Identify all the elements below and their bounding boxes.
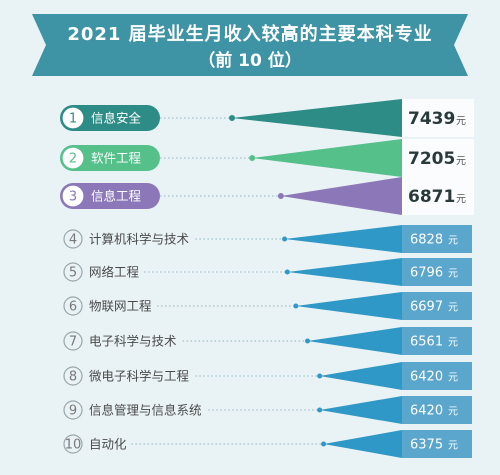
rank-badge <box>63 400 83 420</box>
rank-badge <box>63 262 83 282</box>
value-label: 6420 <box>410 370 443 385</box>
category-label: 信息安全 <box>91 111 142 126</box>
unit-label: 元 <box>448 303 458 314</box>
value-box <box>402 177 474 215</box>
value-label: 6871 <box>408 187 455 207</box>
unit-label: 元 <box>448 236 458 247</box>
value-box <box>402 292 472 320</box>
rank-badge <box>63 229 83 249</box>
value-box <box>402 430 472 458</box>
value-wedge <box>252 139 402 177</box>
category-label: 计算机科学与技术 <box>89 232 190 247</box>
rank-badge <box>61 146 85 170</box>
rank-badge <box>61 184 85 208</box>
value-box <box>402 258 472 286</box>
rank-number: 5 <box>69 266 77 281</box>
rank-badge <box>61 106 85 130</box>
unit-label: 元 <box>448 441 458 452</box>
rank-number: 9 <box>69 404 77 419</box>
value-wedge <box>323 430 402 458</box>
value-wedge <box>319 362 402 390</box>
value-wedge <box>280 177 402 215</box>
rank-badge <box>63 296 83 316</box>
title-banner <box>32 14 468 76</box>
rank-badge <box>63 366 83 386</box>
category-label: 电子科学与技术 <box>89 334 177 349</box>
unit-label: 元 <box>448 269 458 280</box>
value-box <box>402 396 472 424</box>
category-pill <box>60 183 160 209</box>
value-label: 6828 <box>410 233 443 248</box>
category-label: 微电子科学与工程 <box>89 369 190 384</box>
value-wedge <box>295 292 402 320</box>
rank-number: 6 <box>69 300 77 315</box>
value-label: 6420 <box>410 404 443 419</box>
value-label: 7205 <box>408 149 455 169</box>
rank-badge <box>63 331 83 351</box>
rank-number: 4 <box>69 233 77 248</box>
value-wedge <box>319 396 402 424</box>
unit-label: 元 <box>448 338 458 349</box>
rank-number: 8 <box>69 370 77 385</box>
value-box <box>402 99 474 137</box>
unit-label: 元 <box>448 373 458 384</box>
unit-label: 元 <box>456 116 466 127</box>
value-wedge <box>307 327 402 355</box>
value-label: 6561 <box>410 335 443 350</box>
rank-number: 7 <box>69 335 77 350</box>
value-label: 6697 <box>410 300 443 315</box>
unit-label: 元 <box>448 407 458 418</box>
value-box <box>402 362 472 390</box>
value-label: 6796 <box>410 266 443 281</box>
category-pill <box>60 105 160 131</box>
value-box <box>402 327 472 355</box>
rank-number: 3 <box>69 190 77 205</box>
value-wedge <box>284 225 402 253</box>
value-label: 6375 <box>410 438 443 453</box>
category-label: 信息管理与信息系统 <box>89 403 202 418</box>
category-label: 自动化 <box>89 437 127 452</box>
category-pill <box>60 145 160 171</box>
value-box <box>402 225 472 253</box>
rank-badge <box>63 434 83 454</box>
chart-subtitle: （前 10 位） <box>198 51 302 71</box>
value-wedge <box>287 258 402 286</box>
rank-number: 1 <box>69 112 77 127</box>
value-box <box>402 139 474 177</box>
category-label: 物联网工程 <box>89 299 152 314</box>
category-label: 网络工程 <box>89 265 140 280</box>
category-label: 信息工程 <box>91 189 142 204</box>
chart-title: 2021 届毕业生月收入较高的主要本科专业 <box>67 24 433 45</box>
category-label: 软件工程 <box>91 151 142 166</box>
unit-label: 元 <box>456 156 466 167</box>
value-label: 7439 <box>408 109 455 129</box>
value-wedge <box>232 99 402 137</box>
rank-number: 2 <box>69 152 77 167</box>
rank-number: 10 <box>65 438 82 453</box>
unit-label: 元 <box>456 194 466 205</box>
